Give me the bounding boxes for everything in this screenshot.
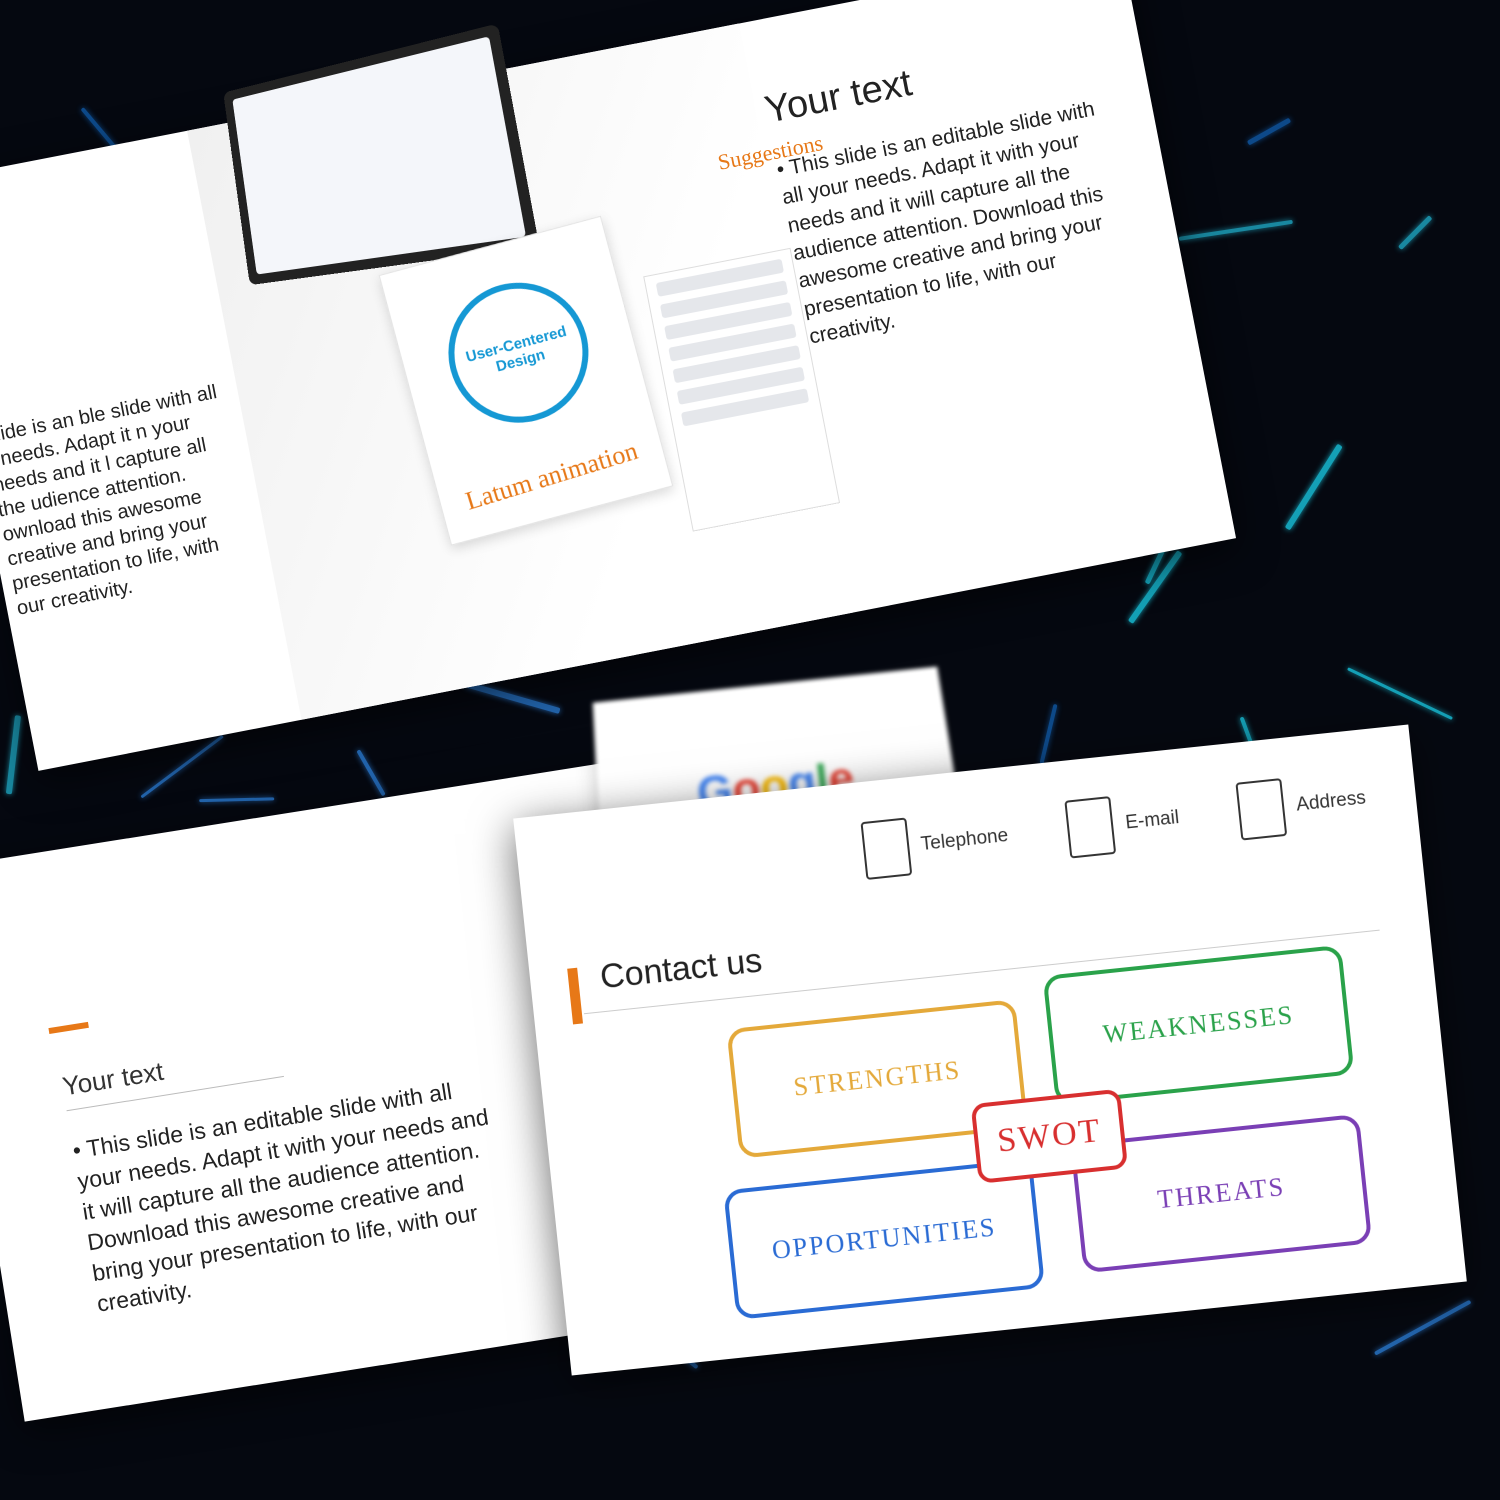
contact-item: Address [1236, 770, 1369, 841]
laptop-bars-icon [381, 52, 492, 192]
swot-opportunities: OPPORTUNITIES [723, 1158, 1045, 1320]
slide-top: lide is an ble slide with all r needs. A… [0, 0, 1236, 771]
slide-bottom-right: TelephoneE-mailAddress Contact us STRENG… [513, 724, 1467, 1375]
contact-label: Address [1295, 787, 1367, 816]
contact-label: E-mail [1124, 807, 1180, 835]
slide1-left-body: lide is an ble slide with all r needs. A… [0, 380, 254, 622]
slide2-body: This slide is an editable slide with all… [71, 1070, 515, 1320]
accent-bar-icon [48, 1022, 88, 1034]
slide1-body: This slide is an editable slide with all… [774, 92, 1146, 352]
contact-label: Telephone [920, 825, 1010, 856]
contact-item: E-mail [1065, 789, 1182, 858]
address-icon [1236, 778, 1288, 840]
swot-center: SWOT [971, 1089, 1129, 1184]
contact-item: Telephone [860, 807, 1011, 880]
handwritten-bottom: Latum animation [462, 436, 641, 517]
slide2-heading: Your text [60, 1037, 284, 1111]
telephone-icon [860, 818, 912, 880]
sticky-note: User-Centered Design Latum animation [379, 216, 674, 546]
ucd-circle-icon: User-Centered Design [433, 267, 604, 438]
swot-weaknesses: WEAKNESSES [1043, 945, 1355, 1106]
slide1-center-collage: User-Centered Design Latum animation Sug… [187, 24, 852, 720]
ucd-label: User-Centered Design [453, 320, 585, 386]
swot-diagram: STRENGTHS WEAKNESSES OPPORTUNITIES THREA… [726, 963, 1394, 1328]
laptop-chart-icon [260, 87, 379, 195]
e-mail-icon [1065, 796, 1117, 858]
